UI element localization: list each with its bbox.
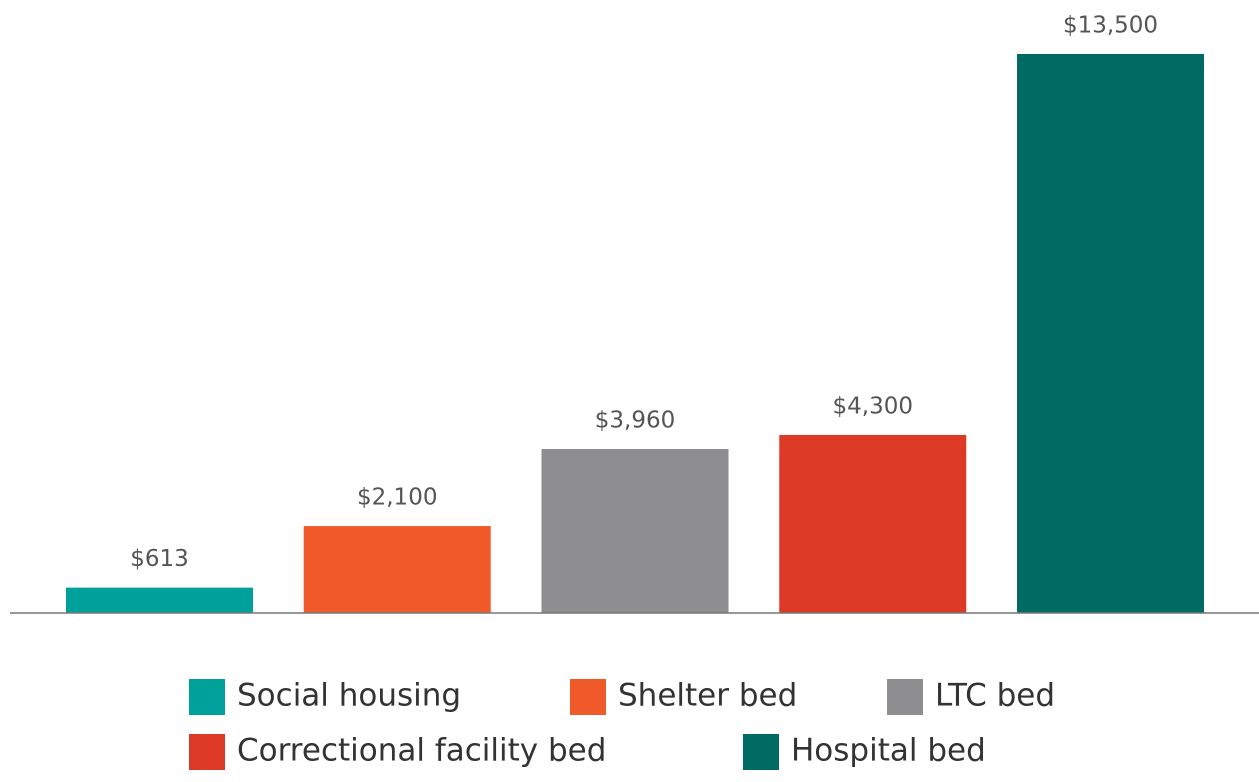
legend-swatch	[189, 679, 225, 715]
value-label: $2,100	[357, 485, 437, 511]
bar	[1017, 54, 1205, 613]
legend-label: Hospital bed	[791, 733, 986, 769]
legend-label: LTC bed	[935, 678, 1055, 714]
legend-label: Shelter bed	[618, 678, 797, 714]
value-label: $3,960	[595, 408, 675, 434]
value-label: $4,300	[833, 393, 913, 419]
legend-label: Correctional facility bed	[237, 733, 606, 769]
value-label: $613	[130, 546, 189, 572]
value-label: $13,500	[1063, 13, 1158, 39]
legend-swatch	[743, 734, 779, 770]
legend-swatch	[570, 679, 606, 715]
bar	[779, 434, 967, 613]
bar	[65, 587, 253, 613]
legend-swatch	[887, 679, 923, 715]
legend-swatch	[189, 734, 225, 770]
legend-label: Social housing	[237, 678, 461, 714]
bar	[303, 526, 491, 613]
bar	[541, 449, 729, 613]
